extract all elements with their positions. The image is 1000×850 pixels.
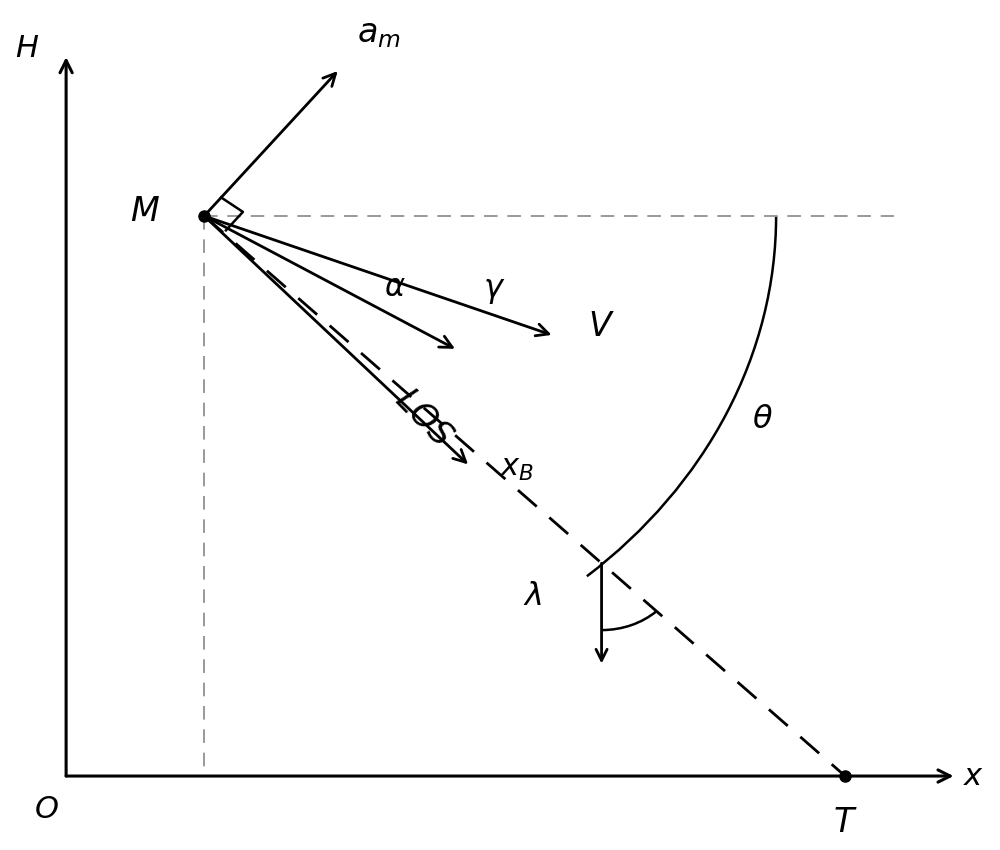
Text: $O$: $O$ xyxy=(34,795,59,824)
Text: $x$: $x$ xyxy=(963,762,984,790)
Text: $\theta$: $\theta$ xyxy=(752,405,773,435)
Text: $V$: $V$ xyxy=(588,310,614,343)
Text: $LOS$: $LOS$ xyxy=(389,382,459,453)
Text: $\gamma$: $\gamma$ xyxy=(483,275,506,306)
Text: $\lambda$: $\lambda$ xyxy=(523,581,542,612)
Text: $\alpha$: $\alpha$ xyxy=(384,273,406,302)
Text: $x_B$: $x_B$ xyxy=(500,454,535,483)
Text: $M$: $M$ xyxy=(130,196,160,229)
Text: $a_m$: $a_m$ xyxy=(357,17,401,50)
Text: $T$: $T$ xyxy=(833,806,857,838)
Text: $H$: $H$ xyxy=(15,34,39,63)
